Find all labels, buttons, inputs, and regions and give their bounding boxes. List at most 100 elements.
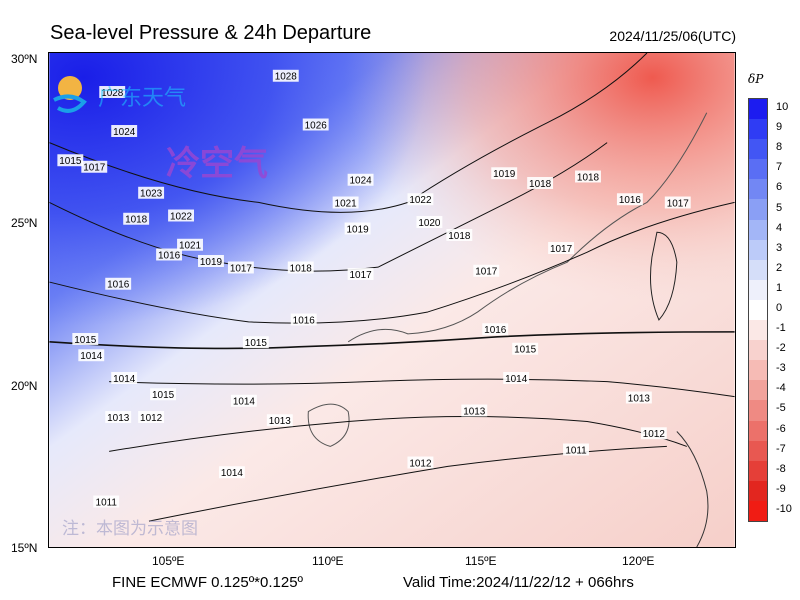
lon-label-120: 120ºE [622, 554, 655, 568]
colorbar-swatch [749, 380, 767, 401]
colorbar-swatch [749, 259, 767, 281]
colorbar-swatch [749, 460, 767, 482]
brand-watermark: 广东天气 [98, 85, 187, 110]
schematic-note: 注：本图为示意图 [62, 519, 198, 538]
isobar-label: 1024 [347, 173, 374, 187]
map-panel: 1028 1028 1024 1026 1024 1023 1022 1022 1021 1020… [48, 52, 736, 548]
isobar-label: 1028 [99, 86, 126, 99]
isobar-label: 1016 [482, 323, 509, 336]
colorbar-swatch [749, 219, 767, 241]
colorbar-swatch [749, 360, 767, 381]
colorbar-tick-label: 0 [776, 302, 783, 314]
isobar-label: 1014 [78, 349, 105, 362]
svg-text:1021: 1021 [179, 241, 202, 252]
isobar-label: 1017 [347, 268, 374, 281]
brand-logo [53, 76, 87, 113]
svg-text:1017: 1017 [475, 267, 498, 278]
svg-text:1019: 1019 [347, 224, 370, 235]
svg-text:1014: 1014 [505, 374, 528, 385]
colorbar-swatch [749, 340, 767, 361]
lon-label-105: 105ºE [152, 554, 185, 568]
svg-text:1012: 1012 [643, 429, 666, 440]
isobar-label: 1021 [177, 238, 203, 252]
isobar-label: 1028 [272, 69, 299, 83]
svg-text:1018: 1018 [125, 215, 148, 226]
svg-text:1018: 1018 [448, 231, 471, 242]
colorbar-tick-label: 2 [776, 261, 783, 274]
isobar-label: 1012 [640, 427, 667, 440]
svg-text:1016: 1016 [293, 315, 316, 326]
isobar-label: 1017 [227, 261, 254, 274]
isobar-label: 1018 [287, 261, 314, 274]
svg-text:1018: 1018 [290, 263, 313, 274]
svg-text:1021: 1021 [335, 198, 358, 209]
colorbar-tick-label: 3 [776, 241, 783, 254]
svg-text:1014: 1014 [221, 468, 244, 479]
svg-text:1016: 1016 [158, 250, 181, 261]
colorbar-swatch [749, 239, 767, 261]
svg-text:1015: 1015 [152, 390, 175, 401]
isobar-label: 1015 [242, 336, 269, 349]
svg-text:1012: 1012 [409, 458, 432, 469]
svg-text:1019: 1019 [493, 169, 516, 180]
isobar-label: 1024 [111, 125, 138, 138]
colorbar-tick-label: 6 [776, 181, 783, 194]
svg-text:1016: 1016 [107, 280, 130, 291]
svg-text:1014: 1014 [233, 397, 256, 408]
isobar-label: 1014 [111, 372, 138, 385]
lat-label-25: 25ºN [11, 216, 38, 230]
isobar-label: 1017 [473, 264, 500, 278]
lat-label-15: 15ºN [11, 541, 38, 555]
colorbar-tick-label: -3 [776, 362, 786, 375]
lat-label-30: 30ºN [11, 52, 38, 66]
isobar-label: 1015 [57, 154, 84, 167]
colorbar-tick-label: -6 [776, 422, 786, 435]
svg-text:1011: 1011 [96, 497, 118, 508]
isobar-label: 1018 [575, 170, 601, 183]
colorbar-tick-label: -9 [776, 482, 786, 495]
svg-text:1018: 1018 [529, 179, 552, 190]
svg-text:1011: 1011 [565, 445, 587, 456]
colorbar-swatch [749, 480, 767, 502]
svg-text:1014: 1014 [113, 374, 136, 385]
isobar-label: 1013 [266, 414, 293, 427]
svg-text:1013: 1013 [269, 416, 292, 427]
svg-text:1017: 1017 [550, 244, 573, 255]
isobar-label: 1022 [407, 193, 434, 206]
svg-text:1015: 1015 [245, 338, 268, 349]
svg-text:1019: 1019 [200, 257, 223, 268]
lon-label-110: 110ºE [312, 554, 344, 568]
isobar-label: 1019 [344, 222, 371, 235]
isobar-label: 1014 [503, 372, 530, 385]
isobar-label: 1018 [527, 177, 554, 190]
colorbar-tick-label: 10 [776, 101, 789, 114]
lon-label-115: 115ºE [465, 554, 497, 568]
colorbar-swatch [749, 159, 767, 180]
isobar-label: 1015 [72, 333, 99, 346]
lat-label-20: 20ºN [11, 379, 38, 393]
colorbar-tick-label: -2 [776, 342, 786, 355]
svg-text:1024: 1024 [350, 176, 373, 187]
colorbar-swatch [749, 420, 767, 442]
colorbar-tick-label: -1 [776, 322, 786, 335]
cold-air-watermark: 冷空气 [166, 145, 268, 183]
isobar-label: 1023 [138, 186, 165, 200]
colorbar-tick-label: 9 [776, 121, 783, 134]
isobar-label: 1015 [150, 388, 177, 401]
colorbar [748, 98, 768, 522]
hainan-island [307, 403, 350, 447]
colorbar-tick-label: 1 [776, 281, 783, 294]
svg-text:1017: 1017 [667, 198, 690, 209]
svg-text:1016: 1016 [484, 325, 507, 336]
isobar-label: 1018 [123, 212, 150, 226]
colorbar-swatch [749, 400, 767, 422]
svg-text:1015: 1015 [59, 156, 82, 167]
svg-text:1017: 1017 [83, 163, 106, 174]
departure-field-cold [49, 53, 735, 547]
colorbar-swatch [749, 299, 767, 321]
valid-time: Valid Time:2024/11/22/12 + 066hrs [403, 574, 634, 591]
taiwan-island [650, 231, 678, 321]
colorbar-tick-label: -10 [776, 502, 792, 515]
colorbar-swatch [749, 279, 767, 301]
svg-text:1015: 1015 [74, 335, 97, 346]
